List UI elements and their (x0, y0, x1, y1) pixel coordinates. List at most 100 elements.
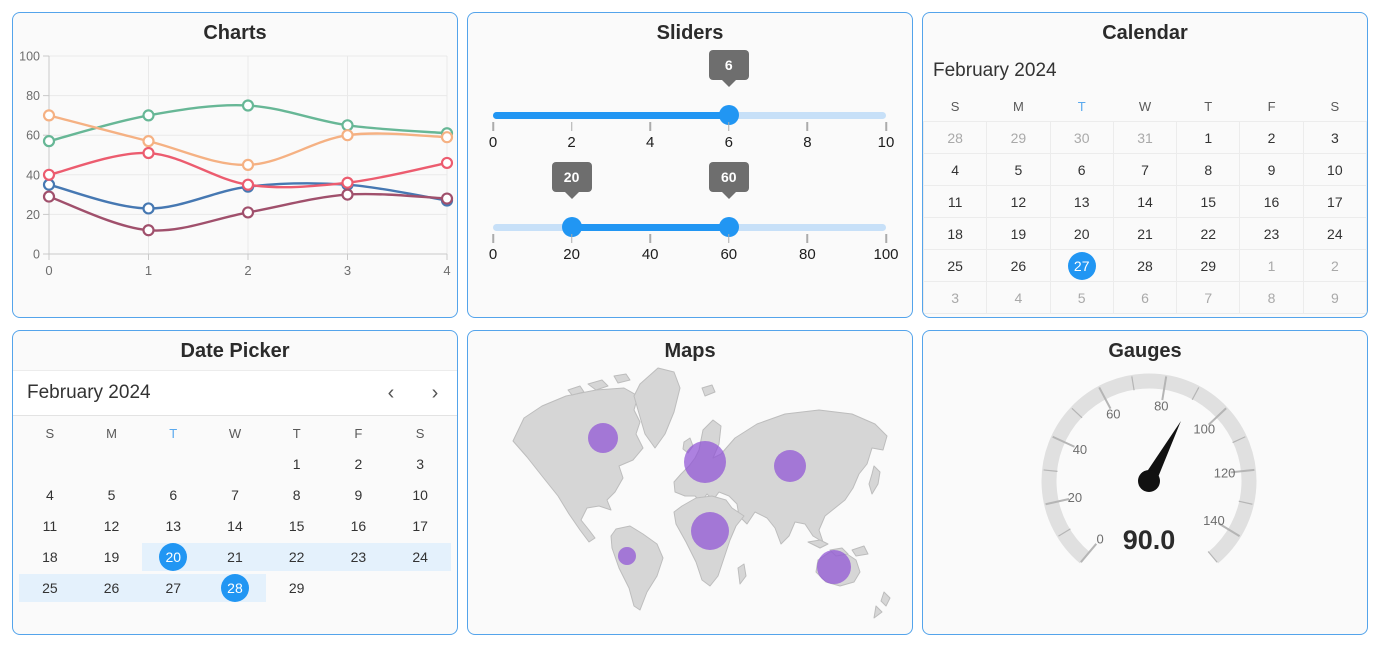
calendar-title: Calendar (1102, 22, 1188, 44)
slider-tooltips: 20 60 (493, 160, 886, 210)
week-row: 1 2 3 (19, 448, 451, 479)
slider-handle[interactable] (718, 217, 739, 237)
day-cell[interactable]: 1 (292, 455, 301, 472)
day-cell[interactable]: 28 (923, 121, 988, 154)
slider-track[interactable] (493, 217, 886, 237)
day-cell[interactable]: 26 (986, 249, 1051, 282)
weekday-label: F (1267, 98, 1276, 114)
day-cell[interactable]: 18 (923, 217, 988, 250)
day-cell[interactable]: 5 (986, 153, 1051, 186)
day-cell[interactable]: 19 (986, 217, 1051, 250)
weekday-label: S (1330, 98, 1340, 114)
day-cell[interactable]: 8 (292, 486, 301, 503)
day-cell[interactable]: 31 (1112, 121, 1178, 154)
maps-panel: Maps (467, 330, 913, 635)
day-cell[interactable]: 26 (80, 572, 143, 603)
day-cell[interactable]: 21 (1112, 217, 1178, 250)
day-cell[interactable]: 6 (169, 486, 178, 503)
day-cell[interactable]: 6 (1112, 281, 1178, 314)
day-cell[interactable]: 10 (412, 486, 428, 503)
day-cell[interactable]: 3 (923, 281, 988, 314)
day-cell[interactable]: 23 (327, 541, 390, 572)
day-cell[interactable]: 2 (354, 455, 363, 472)
day-cell[interactable]: 29 (288, 579, 305, 596)
day-cell[interactable]: 28 (204, 572, 266, 603)
day-cell[interactable]: 9 (1302, 281, 1367, 314)
calendar-month-label[interactable]: February 2024 (933, 60, 1057, 81)
maps-title: Maps (664, 340, 716, 362)
day-cell[interactable]: 25 (19, 572, 81, 603)
day-cell[interactable]: 7 (231, 486, 239, 503)
day-cell[interactable]: 30 (1049, 121, 1114, 154)
slider-track[interactable] (493, 105, 886, 125)
day-cell[interactable]: 5 (107, 486, 116, 503)
day-cell[interactable]: 8 (1239, 281, 1304, 314)
day-cell[interactable]: 25 (923, 249, 988, 282)
day-cell[interactable]: 13 (1049, 185, 1114, 218)
week-row: 28 29 30 31 1 2 3 (923, 121, 1367, 154)
map-bubble-south-america (618, 547, 636, 565)
charts-panel: Charts 0 20 40 60 80 100 0 1 2 3 4 (12, 12, 458, 318)
slider-handle[interactable] (718, 105, 739, 125)
day-cell[interactable]: 11 (42, 517, 58, 534)
day-cell[interactable]: 21 (204, 541, 266, 572)
day-cell[interactable]: 14 (1112, 185, 1178, 218)
slider-tick-label: 8 (803, 134, 812, 151)
day-cell[interactable]: 24 (389, 541, 451, 572)
day-cell[interactable]: 4 (923, 153, 988, 186)
day-cell[interactable]: 9 (1239, 153, 1304, 186)
day-cell[interactable]: 15 (1176, 185, 1241, 218)
svg-text:100: 100 (19, 50, 40, 64)
day-cell[interactable]: 12 (986, 185, 1051, 218)
gauge-value: 90.0 (1123, 525, 1176, 555)
day-cell[interactable]: 3 (1302, 121, 1367, 154)
day-cell[interactable]: 7 (1112, 153, 1178, 186)
day-cell[interactable]: 10 (1302, 153, 1367, 186)
day-cell[interactable]: 2 (1302, 249, 1367, 282)
day-cell[interactable]: 17 (412, 517, 428, 534)
day-cell[interactable]: 6 (1049, 153, 1114, 186)
day-cell[interactable]: 3 (416, 455, 424, 472)
slider-handle[interactable] (561, 217, 582, 237)
day-cell[interactable]: 11 (923, 185, 988, 218)
day-cell[interactable]: 27 (142, 572, 205, 603)
day-cell[interactable]: 22 (1176, 217, 1241, 250)
svg-text:4: 4 (443, 263, 450, 278)
day-cell[interactable]: 14 (227, 517, 243, 534)
day-cell[interactable]: 16 (350, 517, 367, 534)
day-cell[interactable]: 29 (986, 121, 1051, 154)
day-cell[interactable]: 1 (1239, 249, 1304, 282)
slider-ticks: 0 2 4 6 8 10 (489, 121, 894, 161)
next-month-icon[interactable]: › (431, 382, 439, 404)
day-cell[interactable]: 23 (1239, 217, 1304, 250)
day-cell[interactable]: 17 (1302, 185, 1367, 218)
day-cell[interactable]: 2 (1239, 121, 1304, 154)
prev-month-icon[interactable]: ‹ (387, 382, 395, 404)
day-cell[interactable]: 20 (142, 541, 205, 572)
selected-day: 27 (1067, 251, 1096, 280)
day-cell[interactable]: 20 (1049, 217, 1114, 250)
day-cell[interactable]: 13 (165, 517, 182, 534)
day-cell[interactable]: 16 (1239, 185, 1304, 218)
day-cell[interactable]: 24 (1302, 217, 1367, 250)
slider-tick-label: 10 (877, 134, 895, 151)
day-cell[interactable]: 27 (1049, 249, 1114, 282)
day-cell[interactable]: 4 (45, 486, 54, 503)
day-cell[interactable]: 7 (1176, 281, 1241, 314)
day-cell[interactable]: 4 (986, 281, 1051, 314)
day-cell[interactable]: 12 (103, 517, 120, 534)
day-cell[interactable]: 9 (354, 486, 363, 503)
day-cell[interactable]: 28 (1112, 249, 1178, 282)
day-cell[interactable]: 8 (1176, 153, 1241, 186)
day-cell[interactable]: 15 (288, 517, 305, 534)
day-cell[interactable]: 1 (1176, 121, 1241, 154)
day-cell[interactable]: 29 (1176, 249, 1241, 282)
datepicker-month-label[interactable]: February 2024 (27, 382, 151, 403)
day-cell[interactable]: 5 (1049, 281, 1114, 314)
day-cell[interactable]: 19 (103, 548, 120, 565)
svg-text:3: 3 (344, 263, 351, 278)
day-cell (81, 448, 143, 479)
day-cell[interactable]: 22 (265, 541, 328, 572)
day-cell[interactable]: 18 (42, 548, 58, 565)
